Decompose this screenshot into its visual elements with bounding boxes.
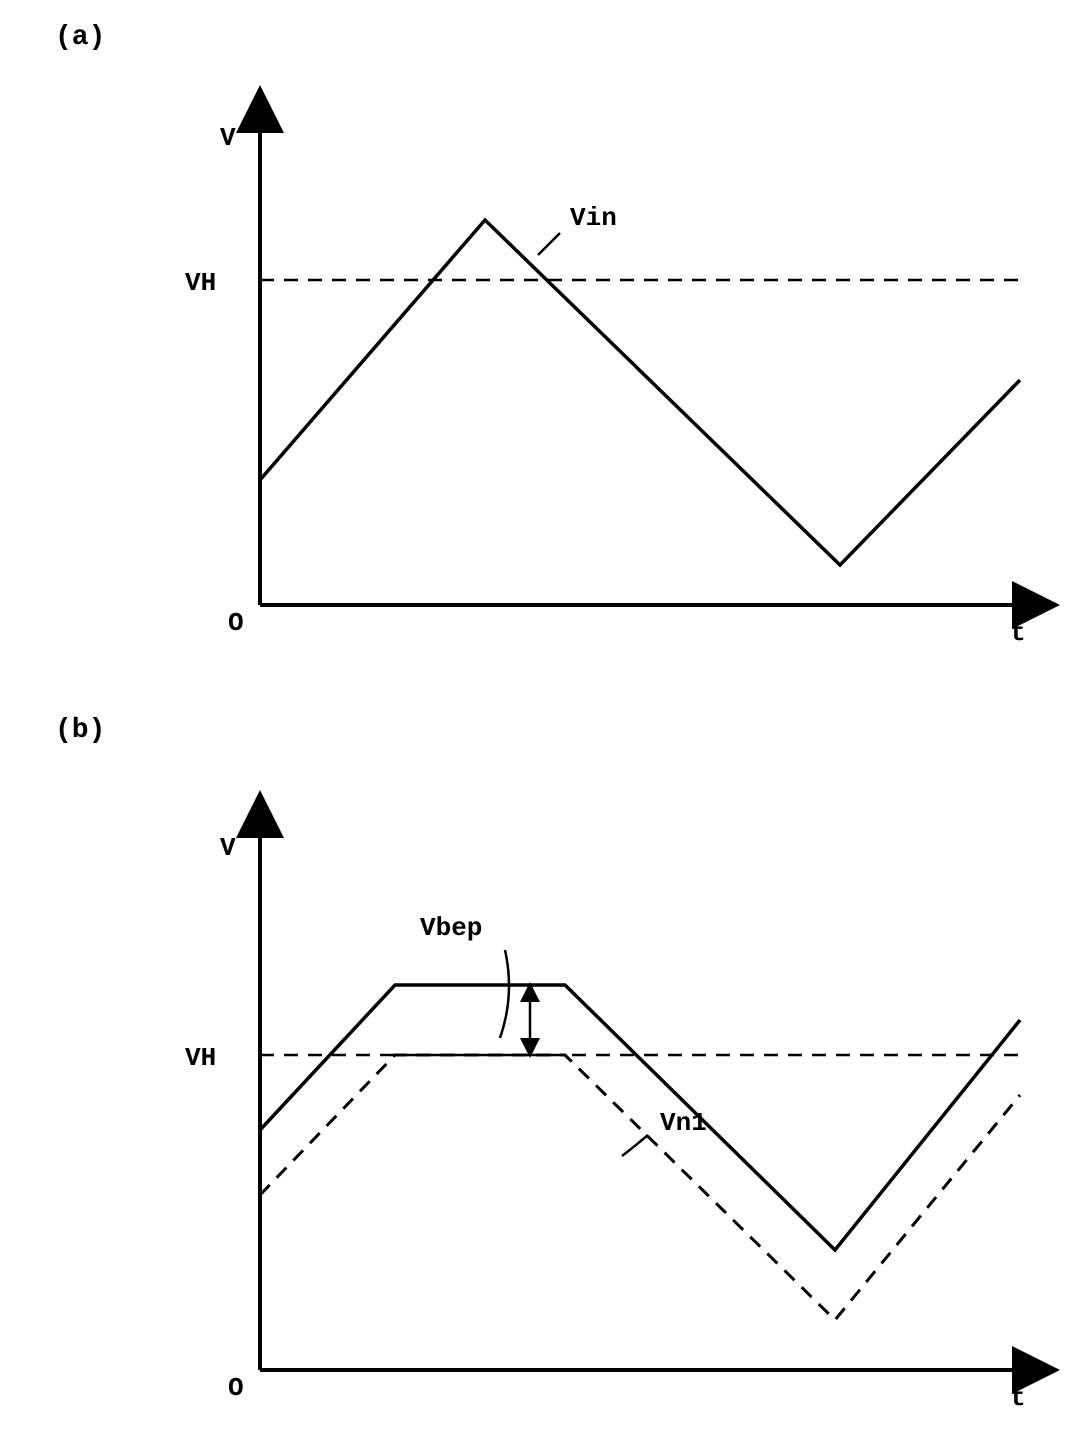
panel-b-x-label: t [1010, 1383, 1026, 1413]
panel-b-origin-label: O [228, 1373, 244, 1403]
panel-b-vbep-label: Vbep [420, 913, 482, 943]
panel-a-label: (a) [55, 22, 105, 53]
vin-callout-icon [538, 233, 560, 255]
vbep-callout-icon [500, 950, 509, 1038]
panel-b-y-label: V [220, 833, 236, 863]
panel-a-vin-label: Vin [570, 203, 617, 233]
panel-b-vn1-label: Vn1 [660, 1108, 707, 1138]
figure-page: { "figure": { "width": 1091, "height": 1… [0, 0, 1091, 1438]
panel-a-vh-label: VH [185, 268, 216, 298]
panel-b-waveform-dashed [260, 1055, 1020, 1320]
panel-a-origin-label: O [228, 608, 244, 638]
panel-a-x-label: t [1010, 618, 1026, 648]
panel-b-label: (b) [55, 715, 105, 746]
panel-a-y-label: V [220, 123, 236, 153]
vn1-callout-icon [622, 1135, 648, 1156]
panel-b-chart: V t O VH Vbep Vn1 [185, 830, 1026, 1413]
panel-b-vh-label: VH [185, 1043, 216, 1073]
figure-svg: V t O VH Vin V t O VH Vbep Vn1 [0, 0, 1091, 1438]
panel-a-chart: V t O VH Vin [185, 123, 1026, 648]
panel-b-waveform-vn1 [260, 985, 1020, 1250]
panel-a-waveform-vin [260, 220, 1020, 565]
